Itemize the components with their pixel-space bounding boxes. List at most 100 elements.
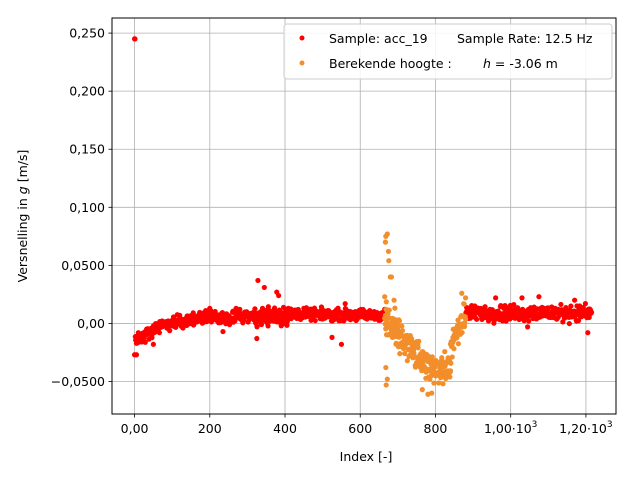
data-point xyxy=(284,322,290,328)
legend-series-2-symbol: h xyxy=(483,56,491,71)
data-point xyxy=(439,355,445,361)
x-tick-label-text: 400 xyxy=(273,421,297,436)
data-point xyxy=(258,321,265,328)
data-point xyxy=(386,307,392,313)
data-point xyxy=(519,295,525,301)
series-1 xyxy=(131,36,595,358)
x-tick-label-text: 600 xyxy=(348,421,372,436)
y-axis: −0,0500 0,00 0,0500 0,100 0,150 0,200 0,250 xyxy=(51,26,112,389)
data-point xyxy=(404,358,410,364)
data-point xyxy=(391,297,397,303)
data-point xyxy=(133,352,140,358)
data-point xyxy=(385,248,392,255)
data-point xyxy=(276,292,282,299)
y-axis-label-symbol: g xyxy=(15,186,30,194)
data-point xyxy=(388,274,395,280)
data-point xyxy=(525,324,531,330)
y-tick-label-6: 0,250 xyxy=(69,26,105,41)
data-point xyxy=(429,390,435,396)
data-point xyxy=(180,325,186,331)
y-axis-label-part-3: [m/s] xyxy=(15,150,30,187)
x-tick-label-text: 1,20·10 xyxy=(559,421,607,436)
legend-marker-series-1 xyxy=(299,35,305,41)
data-point xyxy=(454,335,460,341)
data-point xyxy=(436,380,442,386)
data-point xyxy=(167,328,173,334)
data-point xyxy=(207,305,213,311)
data-point xyxy=(415,345,421,351)
data-point xyxy=(132,36,138,42)
x-tick-label-0: 0,00 xyxy=(121,421,149,436)
data-point xyxy=(156,330,163,336)
y-tick-label-4: 0,150 xyxy=(69,142,105,157)
data-point xyxy=(252,306,258,312)
y-tick-label-3: 0,100 xyxy=(69,200,105,215)
x-tick-label-exponent: 3 xyxy=(607,420,613,430)
data-point xyxy=(448,360,454,366)
x-tick-label-1: 200 xyxy=(198,421,222,436)
data-point xyxy=(254,324,260,330)
data-point xyxy=(397,351,403,357)
data-point xyxy=(459,329,465,336)
series-2 xyxy=(382,231,469,397)
x-axis-label: Index [-] xyxy=(340,449,393,464)
data-point xyxy=(177,312,183,318)
x-tick-label-5: 1,00·103 xyxy=(484,420,537,436)
data-point xyxy=(447,368,454,374)
x-tick-label-text: 800 xyxy=(424,421,448,436)
data-point xyxy=(392,305,398,311)
data-point xyxy=(150,341,156,347)
x-tick-label-text: 200 xyxy=(198,421,222,436)
data-point xyxy=(511,302,517,308)
data-point xyxy=(134,333,141,339)
data-point xyxy=(342,301,348,307)
data-point xyxy=(582,301,589,307)
y-tick-label-5: 0,200 xyxy=(69,84,105,99)
data-point xyxy=(474,316,480,322)
legend-box xyxy=(283,23,613,80)
data-point xyxy=(575,318,582,324)
data-point xyxy=(462,316,469,322)
data-point xyxy=(485,318,492,324)
x-tick-label-text: 1,00·10 xyxy=(484,421,532,436)
data-point xyxy=(384,376,390,382)
x-tick-label-4: 800 xyxy=(424,421,448,436)
data-point xyxy=(220,328,226,335)
data-point xyxy=(560,319,566,325)
data-point xyxy=(399,323,405,329)
data-point xyxy=(461,301,467,307)
data-point xyxy=(142,339,148,345)
data-point xyxy=(384,231,390,237)
data-point xyxy=(261,284,267,291)
data-point xyxy=(588,309,595,316)
series-layer xyxy=(131,36,595,397)
data-point xyxy=(254,335,260,342)
plot-frame xyxy=(111,17,617,415)
data-point xyxy=(558,301,564,308)
y-tick-label-1: 0,00 xyxy=(77,316,105,331)
x-tick-label-text: 0,00 xyxy=(121,421,149,436)
data-point xyxy=(585,330,591,336)
data-point xyxy=(447,374,453,380)
data-point xyxy=(271,305,278,311)
data-point xyxy=(383,299,389,305)
data-point xyxy=(482,304,488,310)
data-point xyxy=(586,314,592,320)
y-tick-label-2: 0,0500 xyxy=(61,258,105,273)
data-point xyxy=(312,317,318,324)
data-point xyxy=(265,323,271,329)
data-point xyxy=(455,341,461,347)
legend-series-2-extra: h = -3.06 m xyxy=(483,56,558,71)
data-point xyxy=(402,350,408,357)
legend-series-1-extra: Sample Rate: 12.5 Hz xyxy=(457,31,593,46)
data-point xyxy=(301,305,307,311)
data-point xyxy=(399,328,406,334)
x-tick-label-2: 400 xyxy=(273,421,297,436)
data-point xyxy=(440,381,446,387)
data-point xyxy=(382,239,389,245)
data-point xyxy=(568,303,574,309)
data-point xyxy=(459,290,465,296)
data-point xyxy=(449,354,455,360)
legend-series-1-name: Sample: acc_19 xyxy=(329,31,428,46)
